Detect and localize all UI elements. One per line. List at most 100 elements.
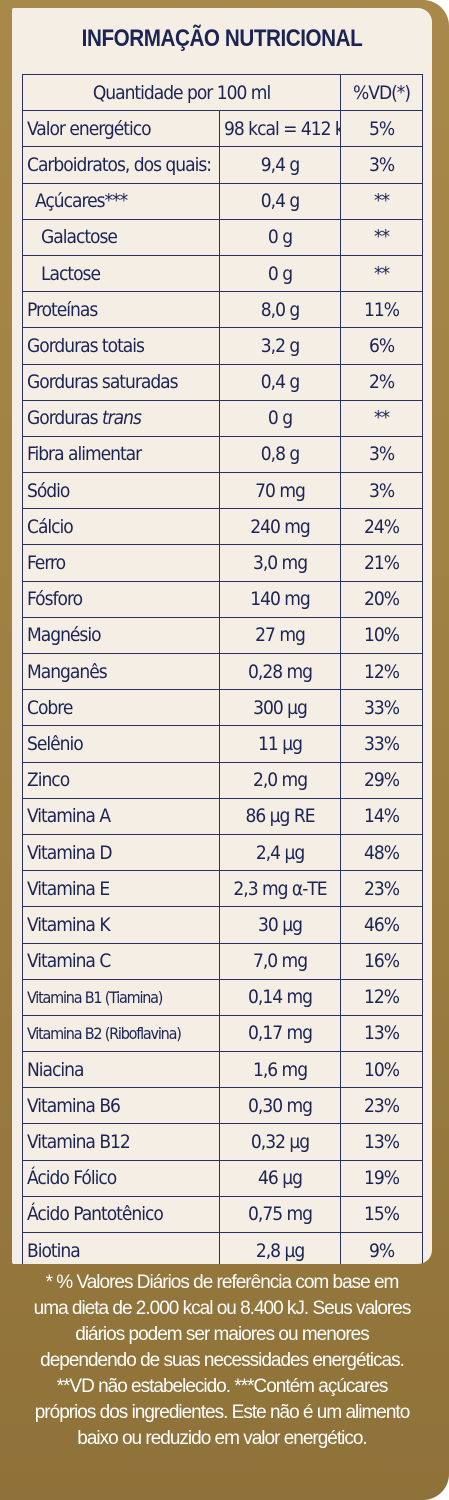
nutrient-vd: 3% [340,472,424,510]
nutrient-amount: 70 mg [218,472,342,510]
footnote: * % Valores Diários de referência com ba… [12,1270,432,1452]
nutrient-name: Ácido Fólico [22,1159,220,1197]
nutrient-name: Açúcares*** [22,182,220,220]
footnote-line: dependendo de suas necessidades energéti… [40,1350,405,1371]
nutrient-vd: 3% [340,435,424,474]
table-row: Proteínas 8,0 g 11% [22,291,424,329]
nutrient-amount: 3,0 mg [218,544,342,582]
page-title: INFORMAÇÃO NUTRICIONAL [81,25,363,52]
nutrient-name: Valor energético [22,110,220,148]
nutrition-table: Quantidade por 100 ml %VD(*) Valor energ… [21,73,424,1264]
nutrient-amount: 2,3 mg α-TE [218,870,342,908]
nutrient-name: Fibra alimentar [22,435,220,474]
nutrient-vd: 23% [340,1087,424,1125]
nutrient-vd: 29% [340,761,424,799]
table-row: Fósforo 140 mg 20% [22,580,424,618]
nutrient-amount: 8,0 g [218,291,342,329]
table-row: Niacina 1,6 mg 10% [22,1051,424,1089]
nutrient-name: Vitamina B12 [22,1123,220,1161]
table-row: Manganês 0,28 mg 12% [22,652,424,691]
nutrient-amount: 27 mg [218,616,342,655]
table-header-row: Quantidade por 100 ml %VD(*) [21,73,424,112]
nutrient-amount: 0,17 mg [218,1014,342,1053]
nutrient-vd: 5% [340,110,424,148]
nutrient-name: Vitamina B2 (Riboflavina) [22,1014,220,1053]
nutrition-table-card: INFORMAÇÃO NUTRICIONAL Quantidade por 10… [12,8,432,1264]
table-row: Vitamina D 2,4 µg 48% [22,833,424,872]
table-row: Vitamina C 7,0 mg 16% [22,942,424,980]
nutrient-name: Cobre [22,689,220,727]
nutrient-amount: 1,6 mg [218,1051,342,1089]
nutrient-vd: 48% [340,833,424,872]
nutrient-vd: 11% [340,291,424,329]
nutrient-name: Gorduras [27,407,98,430]
nutrient-vd: 24% [340,508,424,546]
nutrient-vd: 15% [340,1195,424,1234]
table-row: Gorduras totais 3,2 g 6% [22,327,424,365]
nutrient-amount: 2,8 µg [218,1231,342,1264]
table-row: Ferro 3,0 mg 21% [22,544,424,582]
nutrient-amount: 240 mg [218,508,342,546]
footnote-line: uma dieta de 2.000 kcal ou 8.400 kJ. Seu… [33,1298,412,1319]
nutrient-amount: 86 µg RE [218,797,342,835]
nutrient-vd: 10% [340,616,424,655]
table-row: Carboidratos, dos quais: 9,4 g 3% [22,146,424,184]
quantity-header: Quantidade por 100 ml [21,73,342,112]
nutrient-name: Vitamina B1 (Tiamina) [22,978,220,1016]
nutrient-name: Galactose [22,218,220,256]
nutrient-amount: 3,2 g [218,327,342,365]
nutrient-vd: 13% [340,1014,424,1053]
nutrient-vd: 13% [340,1123,424,1161]
nutrient-vd: 23% [340,870,424,908]
table-row: Biotina 2,8 µg 9% [22,1231,424,1264]
nutrient-vd: 6% [340,327,424,365]
footnote-line: próprios dos ingredientes. Este não é um… [34,1402,411,1423]
nutrient-name: Gorduras totais [22,327,220,365]
nutrient-name: Cálcio [22,508,220,546]
table-row: Cobre 300 µg 33% [22,689,424,727]
table-row: Vitamina E 2,3 mg α-TE 23% [22,870,424,908]
nutrient-name-italic: trans [101,407,142,430]
footnote-line: **VD não estabelecido. ***Contém açúcare… [56,1376,389,1397]
nutrient-name: Proteínas [22,291,220,329]
table-row: Cálcio 240 mg 24% [22,508,424,546]
nutrient-amount: 0,14 mg [218,978,342,1016]
table-row: Ácido Pantotênico 0,75 mg 15% [22,1195,424,1234]
nutrient-vd: ** [340,399,424,437]
table-row: Açúcares*** 0,4 g ** [22,182,424,220]
nutrient-name: Selênio [22,725,220,763]
table-row: Magnésio 27 mg 10% [22,616,424,655]
nutrient-amount: 140 mg [218,580,342,618]
nutrient-name: Vitamina A [22,797,220,835]
nutrient-vd: 46% [340,906,424,944]
nutrient-name: Niacina [22,1051,220,1089]
table-row: Gorduras saturadas 0,4 g 2% [22,363,424,401]
nutrient-amount: 11 µg [218,725,342,763]
nutrient-amount: 2,0 mg [218,761,342,799]
nutrient-vd: 3% [340,146,424,184]
table-row: Valor energético 98 kcal = 412 kJ 5% [22,110,424,148]
nutrient-name: Manganês [22,652,220,691]
table-row: Vitamina B2 (Riboflavina) 0,17 mg 13% [22,1014,424,1053]
nutrient-vd: ** [340,254,424,293]
nutrient-name: Magnésio [22,616,220,655]
nutrient-vd: 10% [340,1051,424,1089]
nutrient-name: Vitamina K [22,906,220,944]
nutrient-name: Carboidratos, dos quais: [22,146,220,184]
nutrient-name: Ácido Pantotênico [22,1195,220,1234]
nutrient-vd: 2% [340,363,424,401]
nutrient-vd: 21% [340,544,424,582]
table-row: Gorduras trans 0 g ** [22,399,424,437]
nutrient-amount: 9,4 g [218,146,342,184]
nutrient-vd: ** [340,218,424,256]
table-row: Sódio 70 mg 3% [22,472,424,510]
nutrient-amount: 30 µg [218,906,342,944]
nutrient-name: Vitamina E [22,870,220,908]
table-row: Galactose 0 g ** [22,218,424,256]
nutrient-amount: 0,8 g [218,435,342,474]
vd-header: %VD(*) [340,73,424,112]
nutrient-name: Vitamina D [22,833,220,872]
nutrient-vd: 14% [340,797,424,835]
table-row: Vitamina B1 (Tiamina) 0,14 mg 12% [22,978,424,1016]
